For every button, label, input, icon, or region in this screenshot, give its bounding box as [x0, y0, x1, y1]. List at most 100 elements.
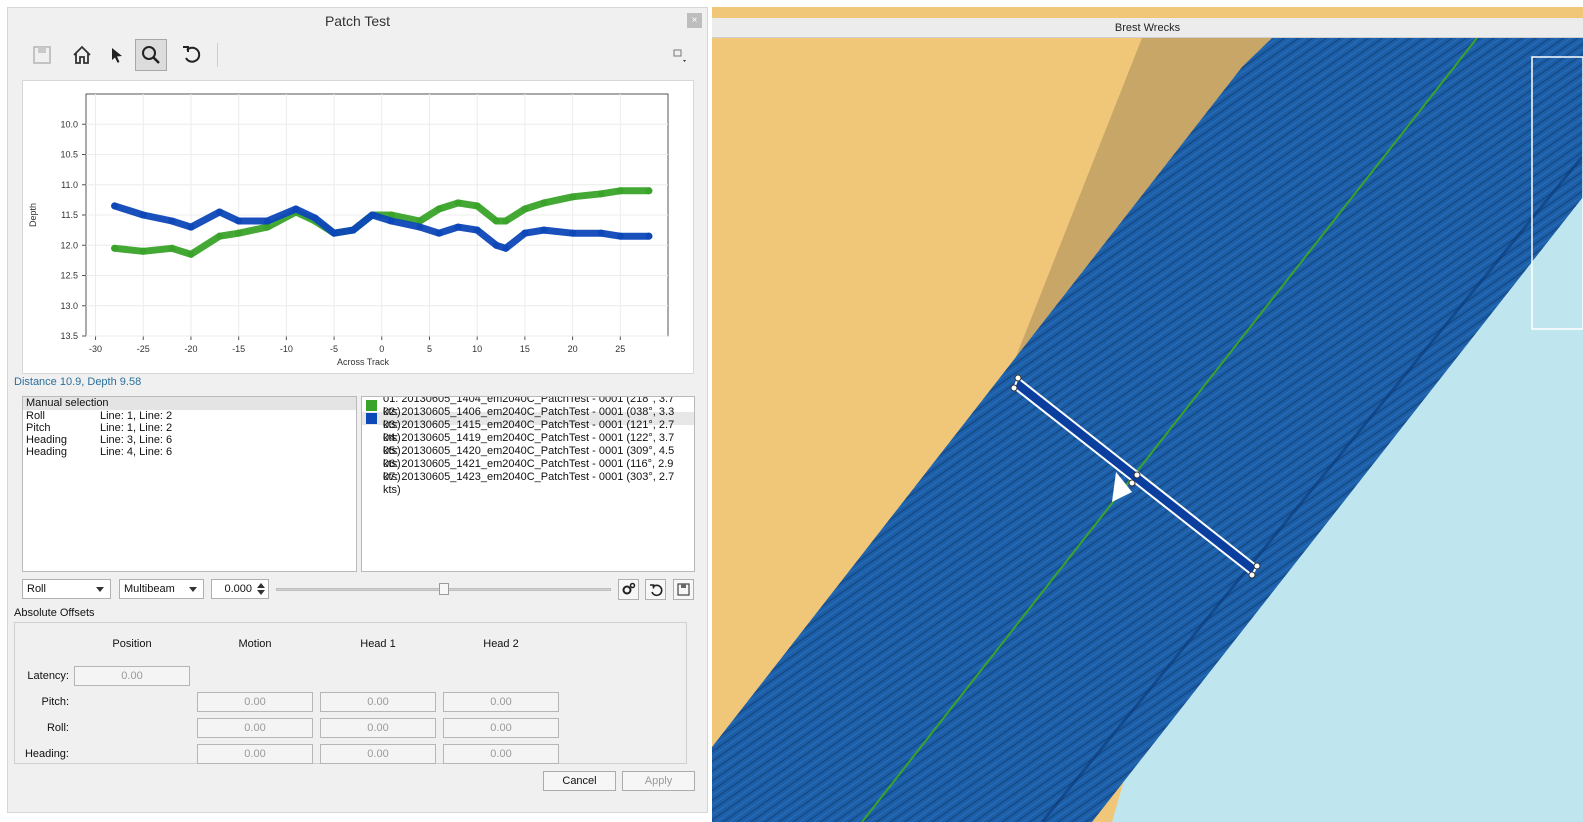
data-point [416, 217, 424, 225]
x-tick-label: 25 [615, 344, 625, 354]
column-header-head2: Head 2 [483, 638, 519, 650]
data-point [454, 199, 462, 207]
line-item[interactable]: 04: 20130605_1419_em2040C_PatchTest - 00… [362, 432, 694, 457]
gears-icon [622, 582, 636, 595]
data-point [111, 202, 119, 210]
heading-motion-field[interactable]: 0.00 [197, 744, 313, 764]
data-point [473, 226, 481, 234]
save-icon [677, 583, 690, 596]
line-label: 02: 20130605_1406_em2040C_PatchTest - 00… [382, 405, 675, 431]
line-item[interactable]: 01: 20130605_1404_em2040C_PatchTest - 00… [362, 397, 694, 418]
data-point [387, 211, 395, 219]
bathymetry-map[interactable] [712, 7, 1583, 822]
data-point [521, 205, 529, 213]
selection-param: Roll [26, 410, 45, 422]
selection-row[interactable]: Pitch Line: 1, Line: 2 [23, 422, 356, 434]
roll-motion-field[interactable]: 0.00 [197, 718, 313, 738]
selection-handle[interactable] [1010, 384, 1018, 392]
offset-slider-thumb[interactable] [438, 583, 449, 595]
selection-row[interactable]: Heading Line: 3, Line: 6 [23, 434, 356, 446]
latency-field[interactable]: 0.00 [74, 666, 190, 686]
line-color-swatch [366, 413, 377, 424]
x-tick-label: 0 [379, 344, 384, 354]
toolbar [23, 39, 703, 71]
line-item[interactable]: 03: 20130605_1415_em2040C_PatchTest - 00… [362, 419, 694, 444]
save-button[interactable] [26, 39, 58, 71]
selection-handle[interactable] [1128, 479, 1136, 487]
pitch-motion-field[interactable]: 0.00 [197, 692, 313, 712]
selection-param: Heading [26, 434, 67, 446]
data-point [330, 229, 338, 237]
data-point [139, 247, 147, 255]
line-color-swatch [366, 400, 377, 411]
cancel-button[interactable]: Cancel [543, 771, 616, 791]
parameter-select[interactable]: Roll [22, 579, 111, 599]
line-item[interactable]: 07: 20130605_1423_em2040C_PatchTest - 00… [362, 471, 694, 496]
y-tick-label: 10.0 [60, 119, 78, 129]
toolbar-menu-button[interactable] [673, 49, 689, 68]
selection-handle[interactable] [1133, 471, 1141, 479]
home-button[interactable] [66, 39, 98, 71]
line-item[interactable]: 05: 20130605_1420_em2040C_PatchTest - 00… [362, 445, 694, 470]
data-point [416, 223, 424, 231]
select-button[interactable] [101, 39, 133, 71]
column-header-motion: Motion [238, 638, 272, 650]
x-tick-label: -15 [232, 344, 245, 354]
heading-label: Heading: [24, 748, 69, 760]
nadir-track [861, 37, 1478, 822]
zoom-icon [142, 46, 160, 64]
line-color-swatch [366, 465, 377, 476]
heading-head1-field[interactable]: 0.00 [320, 744, 436, 764]
data-point [502, 244, 510, 252]
map-view[interactable]: Brest Wrecks [712, 7, 1583, 822]
chevron-down-icon [96, 587, 104, 592]
zoom-button[interactable] [135, 39, 167, 71]
dialog-titlebar[interactable]: Patch Test × [8, 8, 707, 34]
y-tick-label: 12.5 [60, 271, 78, 281]
x-tick-label: 20 [568, 344, 578, 354]
auto-calc-button[interactable] [618, 579, 639, 600]
save-offset-button[interactable] [673, 579, 694, 600]
data-point [311, 214, 319, 222]
line-item[interactable]: 06: 20130605_1421_em2040C_PatchTest - 00… [362, 458, 694, 483]
line-item[interactable]: 02: 20130605_1406_em2040C_PatchTest - 00… [362, 406, 694, 431]
pitch-head1-field[interactable]: 0.00 [320, 692, 436, 712]
selection-handle[interactable] [1253, 562, 1261, 570]
pointer-icon [112, 48, 122, 63]
selection-row[interactable]: Heading Line: 4, Line: 6 [23, 446, 356, 458]
line-label: 06: 20130605_1421_em2040C_PatchTest - 00… [383, 457, 674, 483]
line-label: 05: 20130605_1420_em2040C_PatchTest - 00… [382, 444, 675, 470]
data-point [569, 193, 577, 201]
selection-lines: Line: 3, Line: 6 [100, 434, 173, 446]
offset-spinbox[interactable]: 0.000 [211, 579, 269, 599]
spin-arrows-icon[interactable] [256, 582, 266, 596]
selection-handle[interactable] [1014, 374, 1022, 382]
roll-head2-field[interactable]: 0.00 [443, 718, 559, 738]
data-point [616, 187, 624, 195]
data-point [168, 217, 176, 225]
reset-button[interactable] [645, 579, 666, 600]
manual-selection-list[interactable]: Manual selection Roll Line: 1, Line: 2 Pi… [22, 396, 357, 572]
close-button[interactable]: × [687, 13, 702, 28]
selection-handle[interactable] [1248, 571, 1256, 579]
heading-head2-field[interactable]: 0.00 [443, 744, 559, 764]
absolute-offsets-group: Position Motion Head 1 Head 2 Latency: 0… [14, 622, 687, 764]
data-point [187, 250, 195, 258]
survey-lines-list[interactable]: 01: 20130605_1404_em2040C_PatchTest - 00… [361, 396, 695, 572]
line-label: 03: 20130605_1415_em2040C_PatchTest - 00… [382, 418, 675, 444]
depth-profile-chart[interactable]: -30 -25 -20 -15 -10 -5 0 5 10 15 20 25 10.0 10.5 11.0 1… [23, 81, 693, 373]
data-point [387, 217, 395, 225]
data-point [263, 223, 271, 231]
line-color-swatch [366, 452, 377, 463]
roll-head1-field[interactable]: 0.00 [320, 718, 436, 738]
line-label: 07: 20130605_1423_em2040C_PatchTest - 00… [382, 470, 675, 496]
undo-button[interactable] [176, 39, 208, 71]
data-point [235, 217, 243, 225]
pitch-head2-field[interactable]: 0.00 [443, 692, 559, 712]
survey-swath [712, 38, 1583, 822]
selection-row[interactable]: Roll Line: 1, Line: 2 [23, 410, 356, 422]
data-point [492, 217, 500, 225]
apply-button[interactable]: Apply [622, 771, 695, 791]
sensor-select[interactable]: Multibeam [119, 579, 204, 599]
line-color-swatch [366, 478, 377, 489]
